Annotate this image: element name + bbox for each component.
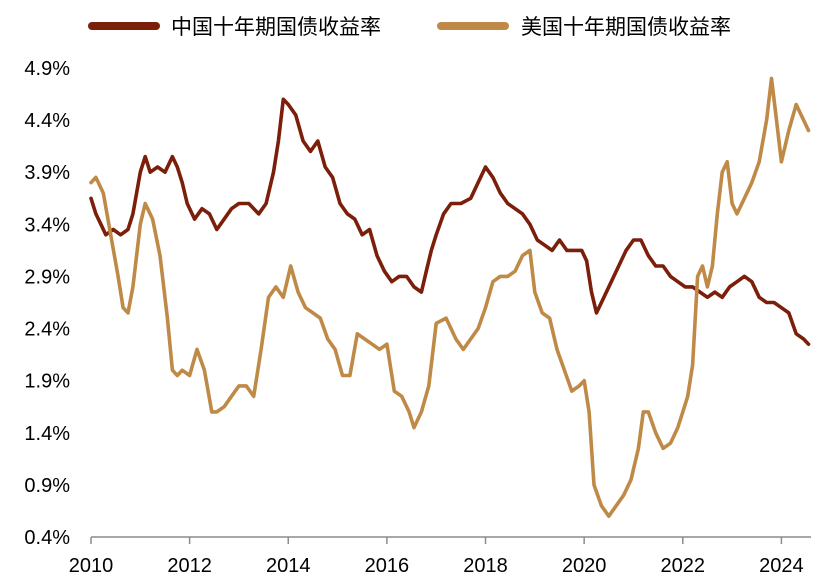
y-tick-label: 0.4%: [24, 527, 70, 549]
x-tick-label: 2016: [365, 555, 410, 577]
legend-label-1: 中国十年期国债收益率: [171, 15, 381, 39]
x-tick-label: 2012: [167, 555, 212, 577]
x-tick-label: 2020: [562, 555, 607, 577]
x-tick-label: 2024: [759, 555, 804, 577]
y-tick-label: 0.9%: [24, 475, 70, 497]
legend-label-2: 美国十年期国债收益率: [521, 15, 731, 39]
y-tick-label: 2.4%: [24, 319, 70, 341]
y-tick-label: 4.9%: [24, 58, 70, 80]
x-tick-label: 2014: [266, 555, 311, 577]
legend: 中国十年期国债收益率 美国十年期国债收益率: [88, 15, 731, 39]
axes: 2010 2012 2014 2016 2018 2020 2022 2024 0.4% 0.9%…: [24, 58, 811, 577]
y-tick-label: 1.4%: [24, 423, 70, 445]
series-lines: [89, 76, 811, 519]
x-tick-label: 2010: [69, 555, 114, 577]
y-tick-label: 4.4%: [24, 110, 70, 132]
y-tick-label: 1.9%: [24, 371, 70, 393]
y-tick-label: 2.9%: [24, 266, 70, 288]
y-tick-label: 3.4%: [24, 214, 70, 236]
x-tick-label: 2018: [463, 555, 508, 577]
x-tick-label: 2022: [661, 555, 706, 577]
series-line-1: [89, 97, 811, 347]
y-tick-label: 3.9%: [24, 162, 70, 184]
series-line-2: [89, 76, 811, 519]
